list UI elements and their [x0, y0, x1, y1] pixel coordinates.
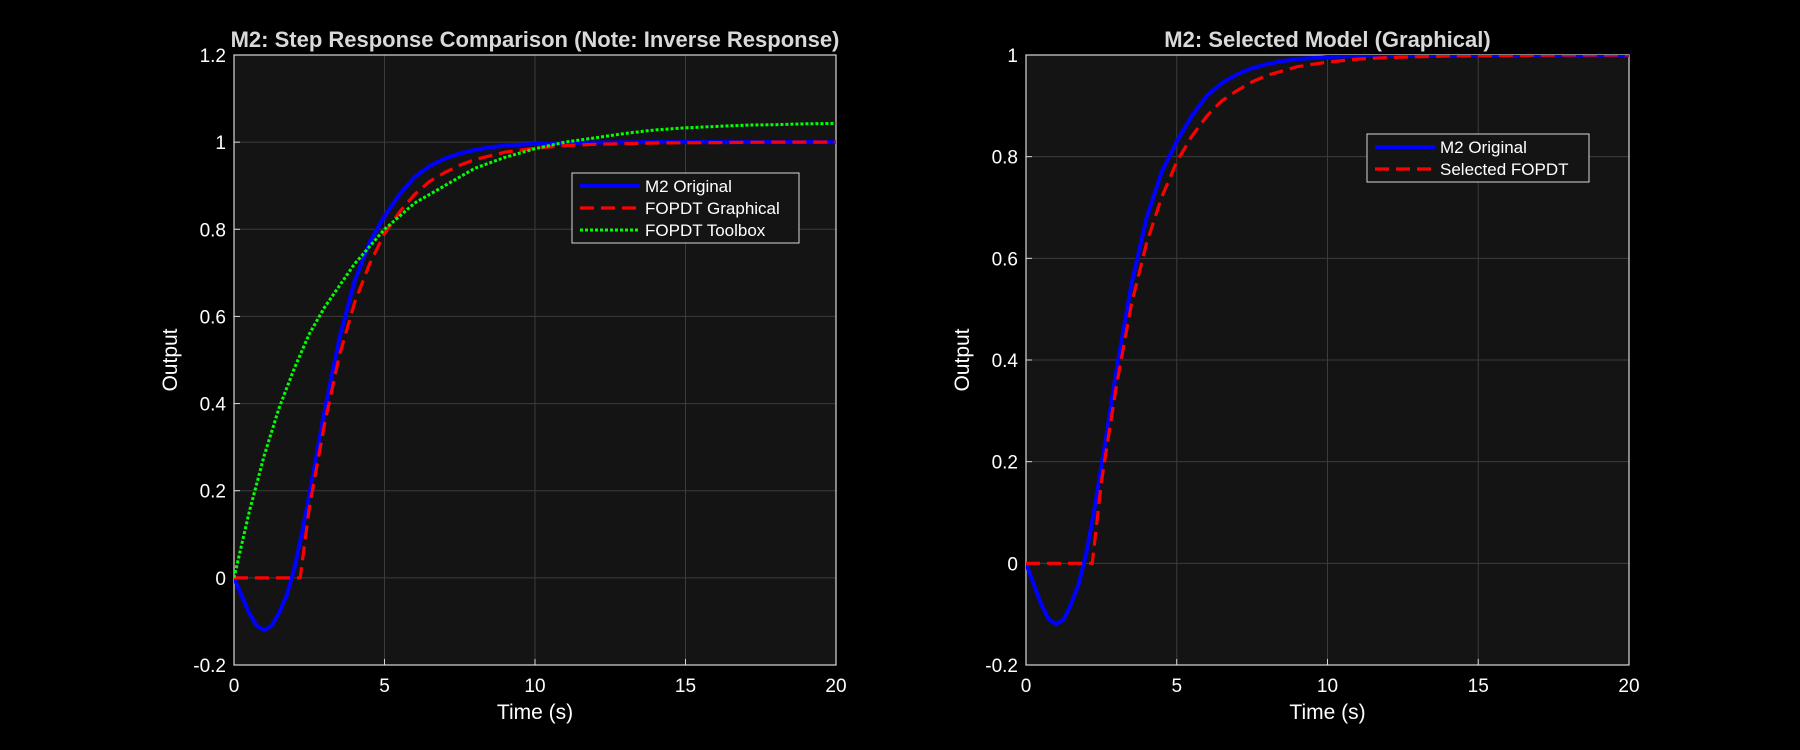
x-tick-label: 10 [1317, 676, 1338, 697]
x-tick-label: 0 [229, 676, 240, 697]
legend: M2 Original FOPDT Graphical FOPDT Toolbox [571, 172, 800, 244]
y-tick-label: 1 [215, 133, 226, 154]
y-axis-label: Output [951, 328, 974, 391]
y-tick-label: 0 [1007, 554, 1018, 575]
x-tick-label: 10 [524, 676, 545, 697]
series-line-fopdt-toolbox [234, 121, 836, 579]
chart-1: 0 5 10 15 20-0.200.20.40.60.811.2M2: Step Re… [159, 27, 847, 724]
x-tick-label: 15 [675, 676, 696, 697]
y-tick-label: 0.4 [992, 351, 1019, 372]
y-tick-label: 0.2 [992, 453, 1018, 474]
legend-box [1366, 133, 1590, 183]
legend-entry: FOPDT Toolbox [645, 221, 766, 240]
y-tick-label: 0 [215, 569, 226, 590]
x-tick-label: 20 [825, 676, 846, 697]
legend-entry: FOPDT Graphical [645, 199, 780, 218]
y-tick-label: 0.6 [200, 307, 226, 328]
legend-entry: M2 Original [645, 177, 732, 196]
chart-title: M2: Step Response Comparison (Note: Inve… [231, 27, 840, 52]
y-tick-label: 0.2 [200, 482, 226, 503]
y-tick-label: 0.6 [992, 249, 1018, 270]
legend: M2 Original Selected FOPDT [1366, 133, 1590, 183]
x-axis-label: Time (s) [1289, 701, 1365, 724]
series-line-m2-original [1026, 55, 1629, 627]
y-tick-label: 0.8 [200, 220, 226, 241]
chart-title: M2: Selected Model (Graphical) [1164, 27, 1490, 52]
y-tick-label: 0.8 [992, 148, 1018, 169]
y-tick-label: 1.2 [200, 46, 226, 67]
x-tick-label: 15 [1468, 676, 1489, 697]
legend-entry: Selected FOPDT [1440, 160, 1569, 179]
series-line-fopdt-graphical [234, 140, 836, 580]
y-tick-label: -0.2 [193, 656, 226, 677]
series-group [234, 121, 836, 633]
legend-entry: M2 Original [1440, 138, 1527, 157]
x-tick-label: 5 [379, 676, 390, 697]
series-group [1026, 55, 1629, 627]
x-axis-label: Time (s) [497, 701, 573, 724]
y-axis-label: Output [159, 328, 182, 391]
x-tick-label: 0 [1021, 676, 1032, 697]
axes-frame [233, 54, 837, 666]
y-tick-label: -0.2 [985, 656, 1018, 677]
y-tick-label: 1 [1007, 46, 1018, 67]
series-line-m2-original [234, 140, 836, 633]
x-tick-label: 20 [1618, 676, 1639, 697]
series-line-selected-fopdt [1026, 55, 1629, 565]
x-tick-label: 5 [1171, 676, 1182, 697]
y-tick-label: 0.4 [200, 395, 227, 416]
